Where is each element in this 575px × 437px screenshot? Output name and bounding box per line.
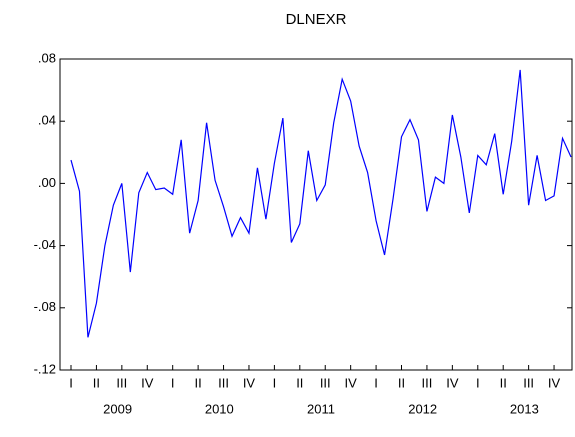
- y-tick-label: -.04: [34, 237, 56, 252]
- series-line: [70, 69, 572, 338]
- x-tick-label: IV: [243, 375, 256, 390]
- x-tick-label: III: [116, 375, 127, 390]
- x-tick-label: III: [422, 375, 433, 390]
- x-tick-label: I: [374, 375, 378, 390]
- x-tick-label: II: [398, 375, 405, 390]
- x-tick-label: IV: [548, 375, 561, 390]
- year-label: 2010: [205, 401, 234, 416]
- x-tick-label: IV: [141, 375, 154, 390]
- y-tick-label: -.08: [34, 299, 56, 314]
- x-tick-label: IV: [446, 375, 459, 390]
- x-tick-label: I: [273, 375, 277, 390]
- y-tick-label: -.12: [34, 361, 56, 376]
- y-tick-label: .00: [38, 175, 56, 190]
- x-tick-label: I: [476, 375, 480, 390]
- x-tick-label: III: [523, 375, 534, 390]
- chart-title: DLNEXR: [286, 11, 347, 28]
- x-tick-label: III: [218, 375, 229, 390]
- x-tick-label: IV: [345, 375, 358, 390]
- plot-frame: [59, 58, 573, 371]
- year-label: 2013: [510, 401, 539, 416]
- x-tick-label: I: [171, 375, 175, 390]
- year-label: 2009: [103, 401, 132, 416]
- year-label: 2011: [307, 401, 335, 416]
- x-tick-label: II: [500, 375, 507, 390]
- y-tick-label: .04: [38, 113, 56, 128]
- year-label: 2012: [408, 401, 437, 416]
- x-tick-label: I: [69, 375, 73, 390]
- x-tick-label: II: [93, 375, 100, 390]
- x-tick-label: II: [296, 375, 303, 390]
- x-tick-label: II: [195, 375, 202, 390]
- x-tick-label: III: [320, 375, 331, 390]
- y-tick-label: .08: [38, 50, 56, 65]
